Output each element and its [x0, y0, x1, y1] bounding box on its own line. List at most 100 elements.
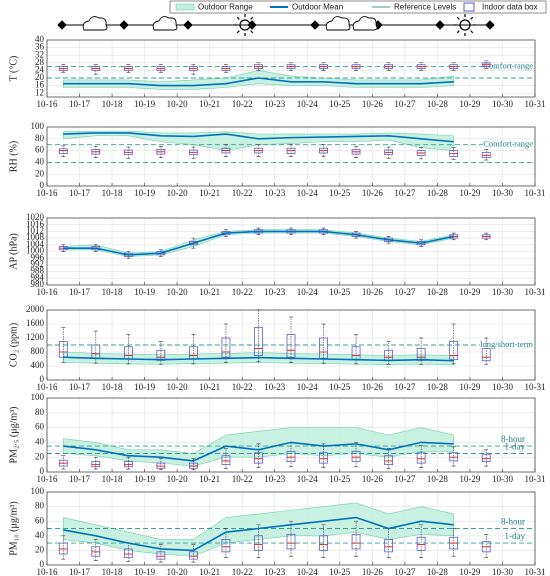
y-tick-label: 20 — [35, 72, 45, 82]
reference-label: Comfort range — [483, 139, 533, 149]
weather-row — [57, 14, 495, 36]
y-axis-label: AP (hPa) — [8, 233, 19, 270]
weather-node — [485, 20, 495, 30]
x-tick-label: 10-16 — [37, 567, 58, 576]
indoor-box — [58, 148, 68, 154]
weather-node — [119, 20, 129, 30]
x-tick-label: 10-25 — [329, 474, 350, 484]
x-tick-label: 10-28 — [427, 99, 448, 109]
x-tick-label: 10-19 — [134, 382, 155, 392]
reference-label: long/short-term — [480, 339, 533, 349]
indoor-box — [449, 341, 459, 361]
indoor-box — [156, 551, 166, 560]
x-tick-label: 10-27 — [394, 567, 415, 576]
y-tick-label: 1016 — [26, 219, 45, 229]
outdoor-mean — [63, 516, 454, 552]
plot-frame — [46, 397, 536, 473]
weather-node — [57, 20, 67, 30]
y-tick-label: 36 — [35, 42, 45, 52]
x-tick-label: 10-31 — [525, 99, 546, 109]
x-tick-label: 10-25 — [329, 99, 350, 109]
outdoor-mean — [63, 441, 454, 462]
x-tick-label: 10-24 — [297, 287, 318, 297]
x-tick-label: 10-22 — [232, 99, 253, 109]
y-tick-label: 40 — [35, 530, 45, 540]
reference-label: Comfort range — [483, 61, 533, 71]
y-tick-label: 1004 — [26, 239, 45, 249]
indoor-box — [286, 533, 296, 550]
plot-frame — [46, 217, 536, 286]
x-tick-label: 10-21 — [199, 474, 220, 484]
plot-frame — [46, 126, 536, 187]
x-tick-label: 10-25 — [329, 287, 350, 297]
indoor-box — [188, 551, 198, 560]
y-tick-label: 1600 — [26, 318, 45, 328]
x-tick-label: 10-27 — [394, 287, 415, 297]
y-tick-label: 984 — [31, 272, 45, 282]
y-tick-label: 992 — [31, 259, 45, 269]
x-tick-label: 10-29 — [459, 188, 480, 198]
x-tick-label: 10-20 — [167, 567, 188, 576]
legend-swatch — [463, 2, 475, 12]
reference-label: 1-day — [505, 531, 526, 541]
y-tick-label: 60 — [35, 145, 45, 155]
x-tick-label: 10-30 — [492, 188, 513, 198]
x-tick-label: 10-19 — [134, 474, 155, 484]
x-tick-label: 10-18 — [102, 287, 123, 297]
y-tick-label: 100 — [31, 121, 45, 131]
x-tick-label: 10-23 — [264, 567, 285, 576]
reference-label: 8-hour — [501, 434, 525, 444]
y-axis-label: CO₂ (ppm) — [8, 323, 19, 367]
x-tick-label: 10-23 — [264, 474, 285, 484]
x-tick-label: 10-17 — [69, 382, 90, 392]
cloud-icon — [152, 16, 178, 31]
x-tick-label: 10-21 — [199, 188, 220, 198]
sun-ray — [456, 16, 460, 20]
x-tick-label: 10-23 — [264, 287, 285, 297]
y-axis-label: RH (%) — [8, 141, 19, 172]
x-tick-label: 10-22 — [232, 474, 253, 484]
x-tick-label: 10-21 — [199, 287, 220, 297]
x-tick-label: 10-26 — [362, 99, 383, 109]
y-tick-label: 80 — [35, 501, 45, 511]
x-tick-label: 10-30 — [492, 99, 513, 109]
x-tick-label: 10-20 — [167, 287, 188, 297]
y-tick-label: 20 — [35, 544, 45, 554]
indoor-box — [286, 334, 296, 358]
sun-ray — [470, 16, 474, 20]
y-tick-label: 12 — [35, 87, 44, 97]
x-tick-label: 10-29 — [459, 474, 480, 484]
y-tick-label: 100 — [31, 392, 45, 402]
indoor-box — [319, 452, 328, 464]
y-tick-label: 40 — [35, 156, 45, 166]
x-tick-label: 10-26 — [362, 188, 383, 198]
x-tick-label: 10-31 — [525, 287, 546, 297]
x-tick-label: 10-17 — [69, 99, 90, 109]
x-tick-label: 10-28 — [427, 188, 448, 198]
indoor-box — [254, 452, 263, 464]
x-tick-label: 10-18 — [102, 188, 123, 198]
sun-ray — [236, 30, 240, 34]
plot-frame — [46, 309, 536, 381]
legend: Outdoor Range Outdoor Mean Reference Level… — [169, 0, 547, 14]
x-tick-label: 10-27 — [394, 382, 415, 392]
x-tick-label: 10-22 — [232, 188, 253, 198]
x-tick-label: 10-23 — [264, 382, 285, 392]
panel: 0 400 800 1200 1600 2000 10-16 10-17 10-18 10-19 1… — [8, 304, 545, 392]
x-tick-label: 10-16 — [37, 287, 58, 297]
x-tick-label: 10-19 — [134, 287, 155, 297]
weather-node — [183, 20, 193, 30]
indoor-box — [286, 450, 296, 463]
x-tick-label: 10-26 — [362, 567, 383, 576]
indoor-box — [221, 337, 231, 358]
y-tick-label: 800 — [31, 346, 45, 356]
plot-frame — [46, 491, 536, 566]
x-tick-label: 10-25 — [329, 188, 350, 198]
legend-label: Reference Levels — [394, 3, 456, 12]
reference-label: 8-hour — [501, 517, 525, 527]
x-tick-label: 10-22 — [232, 287, 253, 297]
x-tick-label: 10-24 — [297, 567, 318, 576]
